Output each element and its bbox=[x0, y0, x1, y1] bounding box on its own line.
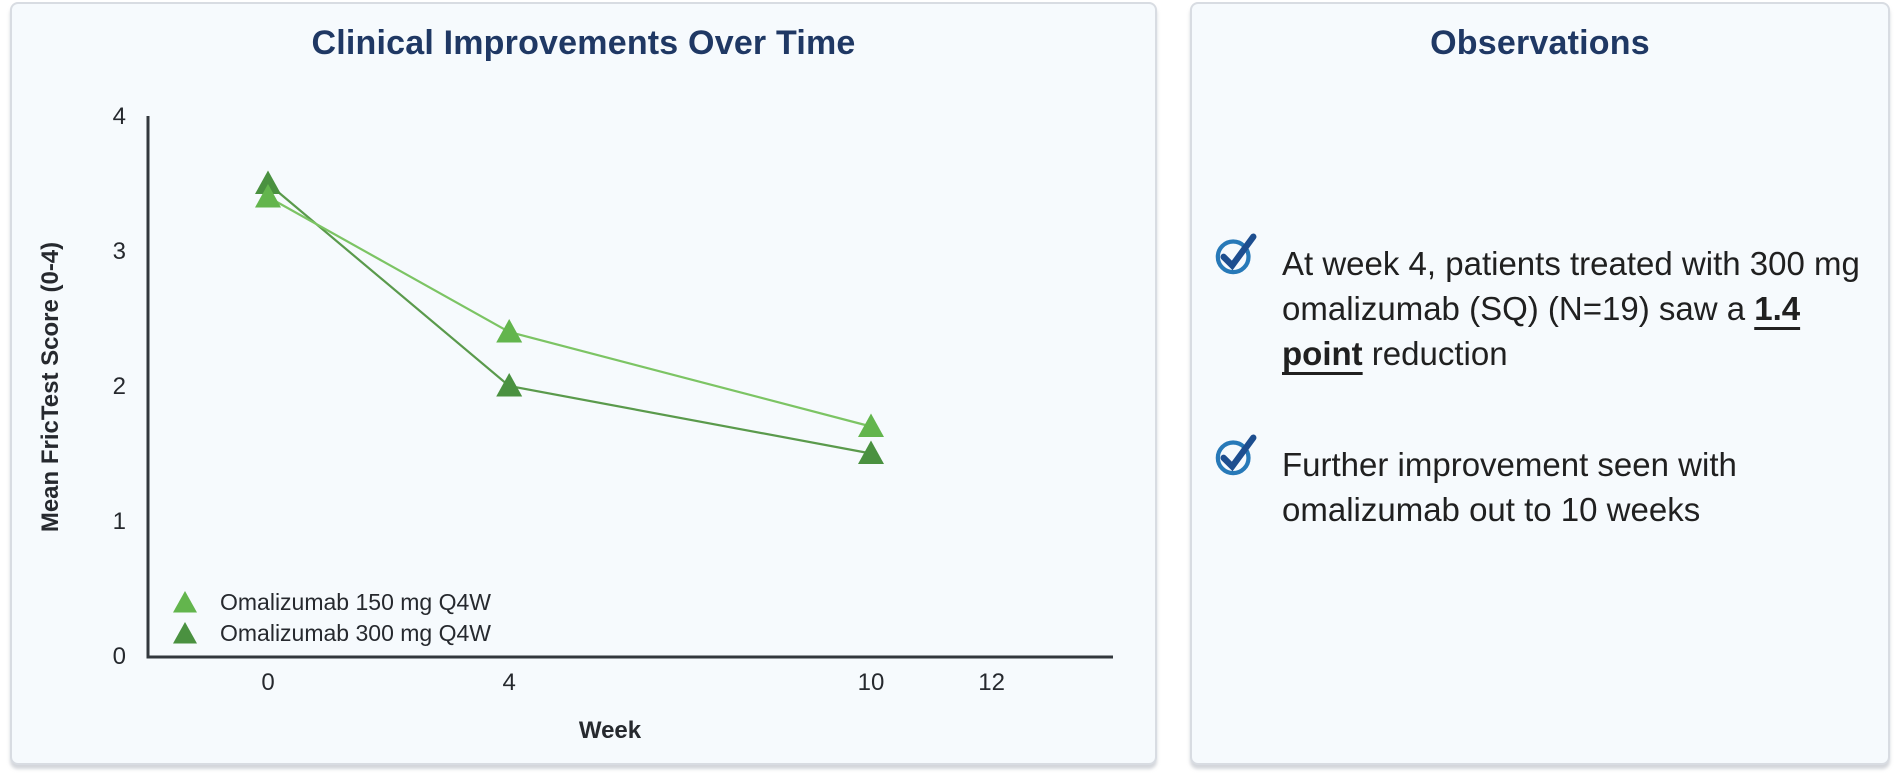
legend-marker-icon bbox=[173, 622, 197, 644]
legend-marker-icon bbox=[173, 591, 197, 613]
observation-text-post: reduction bbox=[1362, 334, 1508, 372]
observation-text-pre: Further improvement seen with omalizumab… bbox=[1282, 445, 1737, 528]
x-axis-tick-label: 0 bbox=[261, 669, 274, 696]
observations-panel: Observations At week 4, patients treated… bbox=[1190, 2, 1890, 765]
data-point-marker bbox=[255, 170, 281, 194]
series-line bbox=[267, 196, 872, 428]
y-axis-tick-label: 3 bbox=[113, 238, 126, 265]
check-circle-icon bbox=[1215, 434, 1257, 475]
data-point-marker bbox=[496, 319, 523, 343]
x-axis-label: Week bbox=[579, 717, 642, 744]
legend-item-label: Omalizumab 150 mg Q4W bbox=[220, 589, 491, 615]
series-line bbox=[267, 182, 872, 455]
x-axis-tick-label: 12 bbox=[978, 669, 1005, 696]
legend-item-label: Omalizumab 300 mg Q4W bbox=[220, 620, 491, 646]
y-axis-tick-label: 0 bbox=[113, 643, 126, 670]
observations-list: At week 4, patients treated with 300 mg … bbox=[1212, 228, 1862, 584]
y-axis-tick-label: 4 bbox=[113, 103, 126, 130]
observation-text-pre: At week 4, patients treated with 300 mg … bbox=[1282, 245, 1860, 327]
data-point-marker bbox=[858, 440, 884, 464]
list-item: At week 4, patients treated with 300 mg … bbox=[1212, 228, 1862, 377]
x-axis-tick-label: 10 bbox=[858, 669, 885, 696]
data-point-marker bbox=[858, 413, 884, 437]
observations-title: Observations bbox=[1430, 24, 1650, 62]
list-item: Further improvement seen with omalizumab… bbox=[1212, 429, 1862, 533]
chart-title: Clinical Improvements Over Time bbox=[311, 24, 856, 62]
observation-text: Further improvement seen with omalizumab… bbox=[1282, 429, 1862, 533]
data-point-marker bbox=[496, 373, 523, 397]
y-axis-tick-label: 2 bbox=[113, 373, 126, 400]
observation-text: At week 4, patients treated with 300 mg … bbox=[1282, 228, 1862, 377]
observation-text-emphasis: 1.4 point bbox=[1282, 289, 1801, 372]
y-axis-tick-label: 1 bbox=[113, 508, 126, 535]
y-axis-label: Mean FricTest Score (0-4) bbox=[37, 242, 64, 532]
check-circle-icon bbox=[1215, 233, 1257, 275]
x-axis-tick-label: 4 bbox=[503, 669, 516, 696]
data-point-marker bbox=[255, 184, 281, 208]
